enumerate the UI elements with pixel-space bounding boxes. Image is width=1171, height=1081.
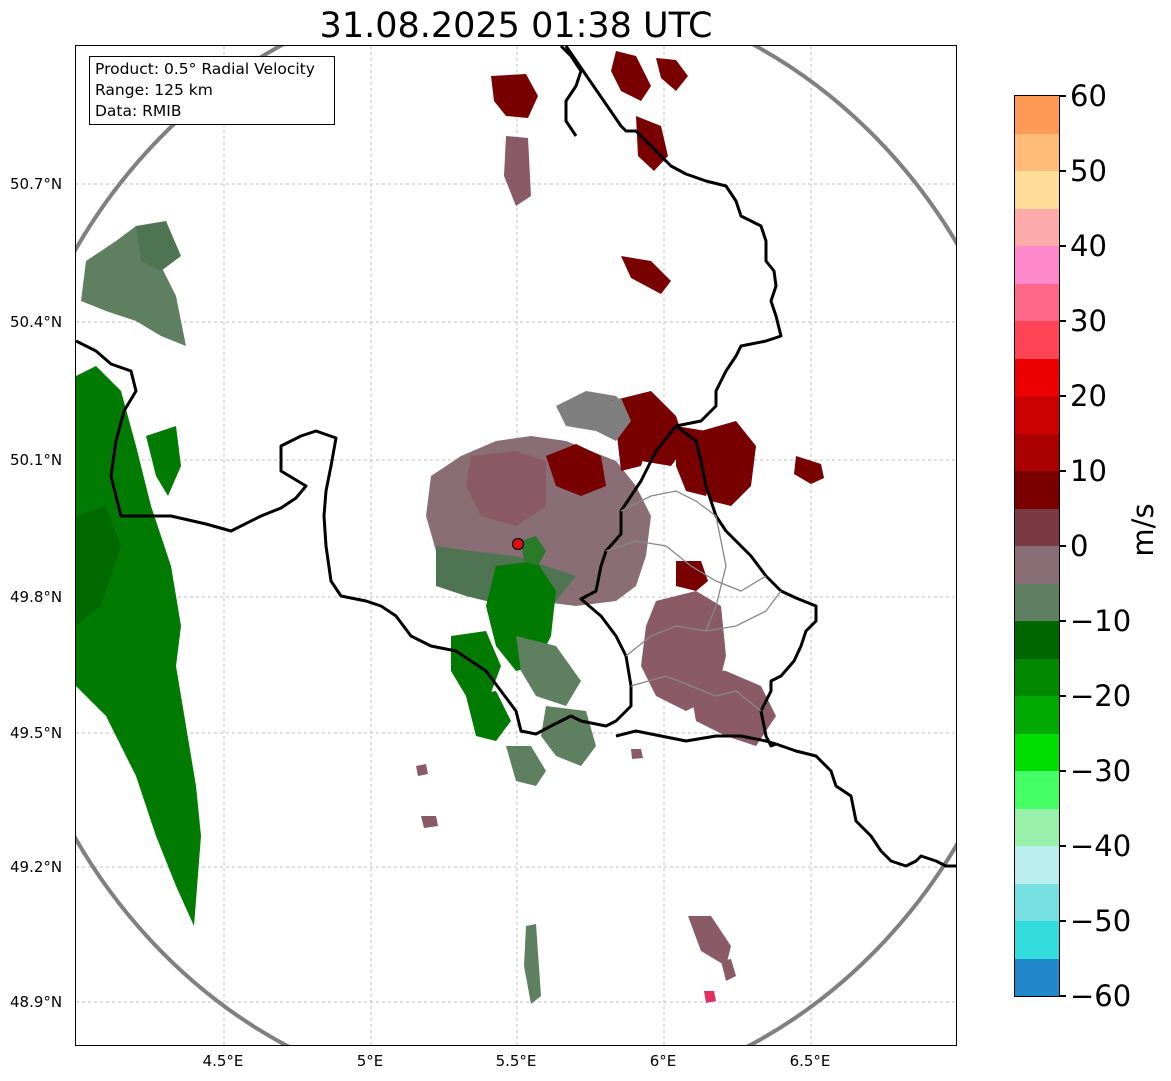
echo-western-band [76, 221, 201, 926]
lon-label: 5.5°E [495, 1052, 537, 1070]
colorbar-tick [1060, 395, 1066, 397]
radar-map-canvas [76, 46, 956, 1045]
border-belgium-germany [564, 46, 783, 428]
colorbar-label: 50 [1070, 154, 1107, 188]
colorbar-tick [1060, 845, 1066, 847]
colorbar-label: −50 [1070, 904, 1132, 938]
lat-label: 49.8°N [10, 588, 63, 606]
lat-label: 48.9°N [10, 993, 63, 1011]
region-borders [605, 490, 782, 712]
colorbar-label: 30 [1070, 304, 1107, 338]
velocity-colorbar [1014, 95, 1060, 997]
info-product: Product: 0.5° Radial Velocity [95, 60, 315, 78]
colorbar-tick [1060, 470, 1066, 472]
border-france-germany [775, 742, 956, 868]
echo-north-outbound [491, 51, 688, 294]
border-luxembourg-north [579, 425, 678, 728]
colorbar-label: 60 [1070, 79, 1107, 113]
colorbar-label: 20 [1070, 379, 1107, 413]
radar-map[interactable] [75, 45, 957, 1046]
colorbar-tick [1060, 245, 1066, 247]
colorbar-tick [1060, 620, 1066, 622]
colorbar-label: −40 [1070, 829, 1132, 863]
colorbar-label: 0 [1070, 529, 1089, 563]
country-borders [76, 46, 956, 868]
colorbar-label: −20 [1070, 679, 1132, 713]
colorbar-tick [1060, 320, 1066, 322]
border-luxembourg-germany [675, 424, 818, 748]
lat-label: 49.5°N [10, 724, 63, 742]
colorbar-label: 10 [1070, 454, 1107, 488]
colorbar-label: 40 [1070, 229, 1107, 263]
border-lux-france [615, 729, 777, 746]
product-info-box: Product: 0.5° Radial Velocity Range: 125… [89, 56, 335, 125]
colorbar-tick [1060, 545, 1066, 547]
colorbar-tick [1060, 170, 1066, 172]
colorbar-tick [1060, 95, 1066, 97]
colorbar-tick [1060, 995, 1066, 997]
echo-central [426, 391, 651, 786]
map-title: 31.08.2025 01:38 UTC [319, 6, 713, 46]
lon-label: 5°E [356, 1052, 384, 1070]
colorbar-gradient [1015, 96, 1059, 996]
lat-label: 49.2°N [10, 858, 63, 876]
lat-label: 50.4°N [10, 313, 63, 331]
colorbar-tick [1060, 695, 1066, 697]
lat-label: 50.1°N [10, 451, 63, 469]
colorbar-label: −30 [1070, 754, 1132, 788]
border-belgium-france-west [76, 339, 582, 736]
colorbar-unit-label: m/s [1126, 503, 1160, 557]
lon-label: 6°E [649, 1052, 677, 1070]
colorbar-label: −60 [1070, 979, 1132, 1013]
border-ne-corner [559, 46, 583, 137]
info-range: Range: 125 km [95, 81, 213, 99]
lat-label: 50.7°N [10, 175, 63, 193]
echo-south [416, 749, 736, 1004]
info-data-source: Data: RMIB [95, 102, 182, 120]
colorbar-tick [1060, 920, 1066, 922]
colorbar-label: −10 [1070, 604, 1132, 638]
radar-site-marker [511, 537, 525, 551]
colorbar-tick [1060, 770, 1066, 772]
lon-label: 4.5°E [202, 1052, 244, 1070]
lon-label: 6.5°E [789, 1052, 831, 1070]
